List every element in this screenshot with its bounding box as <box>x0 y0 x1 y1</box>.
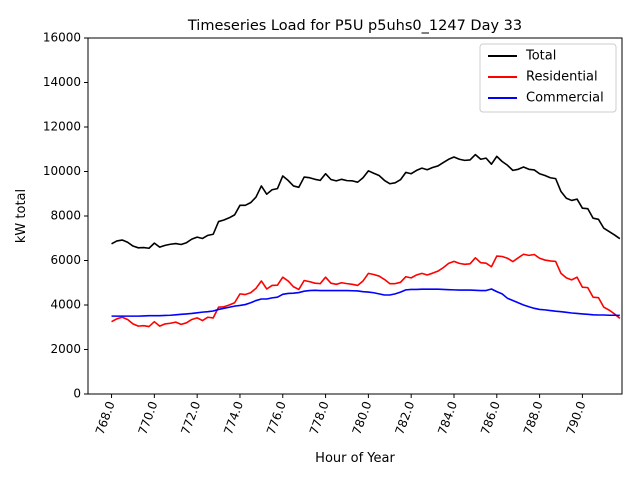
legend: Total Residential Commercial <box>479 43 617 113</box>
y-tick-label: 4000 <box>50 298 81 312</box>
legend-label-residential: Residential <box>526 70 598 85</box>
y-tick-label: 12000 <box>43 120 81 134</box>
y-tick-label: 16000 <box>43 31 81 45</box>
y-tick-label: 0 <box>73 387 81 401</box>
plot-area <box>111 153 621 328</box>
series-line-total <box>111 153 621 250</box>
x-axis-label: Hour of Year <box>315 451 395 466</box>
y-tick-label: 2000 <box>50 342 81 356</box>
y-axis-label: kW total <box>14 189 29 243</box>
series-line-commercial <box>111 288 620 317</box>
legend-label-commercial: Commercial <box>526 91 604 106</box>
y-tick-label: 14000 <box>43 75 81 89</box>
y-axis: 0 2000 4000 6000 8000 10000 12000 14000 16000 <box>43 31 88 401</box>
y-tick-label: 10000 <box>43 164 81 178</box>
series-line-residential <box>111 253 621 328</box>
legend-box <box>479 43 617 113</box>
y-tick-label: 6000 <box>50 253 81 267</box>
legend-label-total: Total <box>525 49 556 64</box>
y-tick-label: 8000 <box>50 209 81 223</box>
chart-title: Timeseries Load for P5U p5uhs0_1247 Day … <box>187 18 522 34</box>
